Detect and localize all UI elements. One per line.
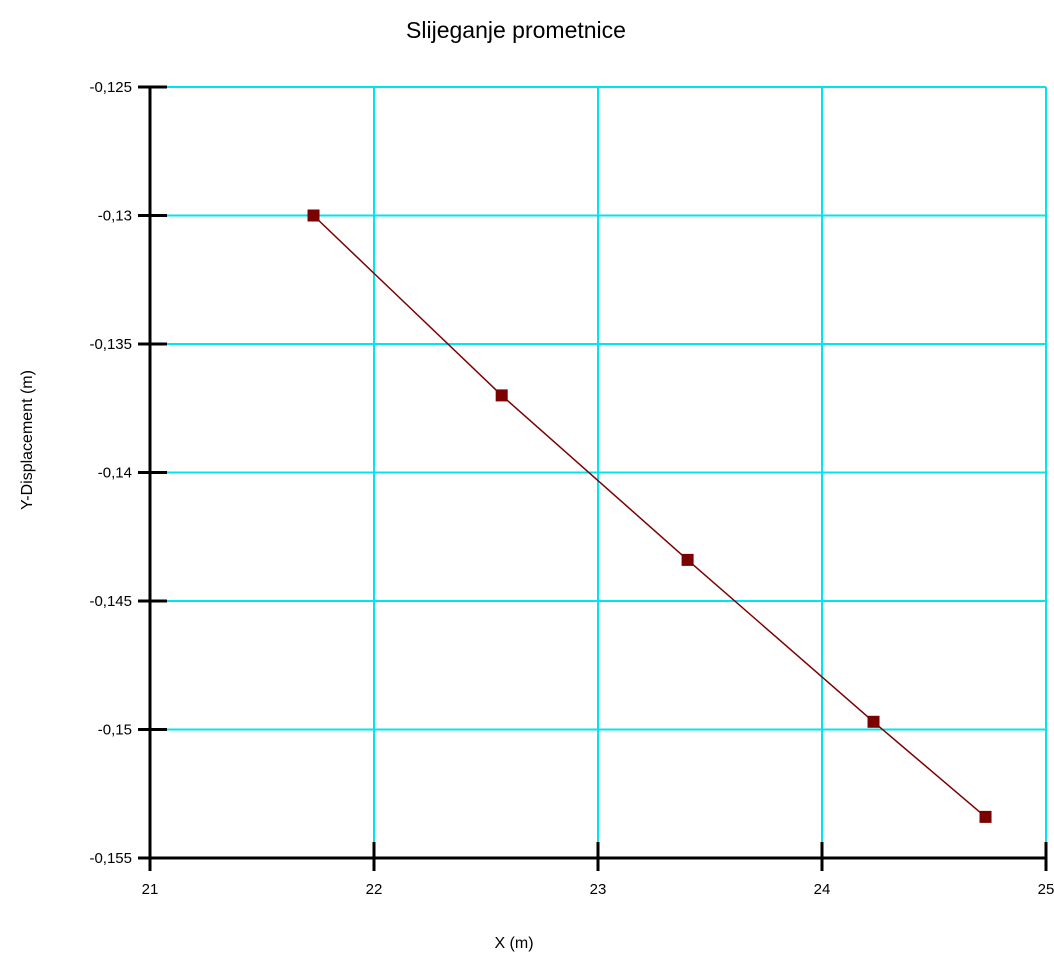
y-tick-label: -0,14 bbox=[98, 465, 132, 482]
y-tick-label: -0,155 bbox=[89, 850, 132, 867]
y-tick-label: -0,125 bbox=[89, 79, 132, 96]
y-tick-label: -0,13 bbox=[98, 208, 132, 225]
x-tick-label: 24 bbox=[814, 881, 831, 898]
x-axis-title: X (m) bbox=[494, 935, 533, 952]
y-axis-title: Y-Displacement (m) bbox=[19, 370, 36, 510]
tick-labels: -0,125 -0,13 -0,135 -0,14 -0,145 -0,15 -0,155 2… bbox=[89, 79, 1054, 898]
data-point bbox=[681, 553, 694, 566]
data-point bbox=[867, 715, 880, 728]
y-tick-label: -0,145 bbox=[89, 593, 132, 610]
chart-title: Slijeganje prometnice bbox=[406, 17, 626, 43]
x-tick-label: 23 bbox=[590, 881, 607, 898]
grid bbox=[150, 86, 1047, 858]
data-point bbox=[495, 389, 508, 402]
x-tick-label: 21 bbox=[142, 881, 159, 898]
data-point bbox=[307, 209, 320, 222]
y-tick-label: -0,15 bbox=[98, 722, 132, 739]
x-tick-label: 25 bbox=[1038, 881, 1054, 898]
x-tick-label: 22 bbox=[366, 881, 383, 898]
data-point bbox=[979, 810, 992, 823]
series bbox=[307, 209, 992, 823]
y-tick-label: -0,135 bbox=[89, 336, 132, 353]
series-line bbox=[312, 214, 986, 818]
axes bbox=[138, 85, 1048, 871]
